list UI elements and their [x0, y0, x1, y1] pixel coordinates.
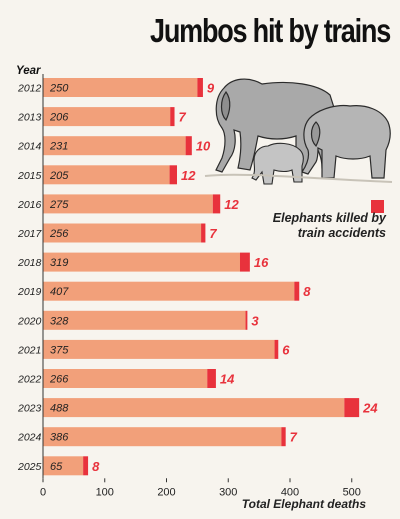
train-data-label: 24: [362, 401, 378, 416]
total-bar: [43, 252, 240, 272]
train-bar: [245, 310, 248, 330]
x-tick-label: 0: [40, 486, 46, 498]
train-bar: [83, 456, 89, 476]
year-tick-label: 2014: [17, 141, 42, 153]
train-bar: [201, 223, 206, 243]
total-data-label: 275: [49, 199, 69, 211]
total-data-label: 266: [49, 374, 69, 386]
year-tick-label: 2022: [17, 374, 42, 386]
total-bar: [43, 107, 171, 127]
total-bar: [43, 398, 345, 418]
train-data-label: 14: [220, 372, 235, 387]
elephant-herd-icon: [204, 78, 393, 185]
legend-swatch: [371, 200, 384, 213]
train-data-label: 3: [251, 313, 259, 328]
year-tick-label: 2024: [17, 432, 42, 444]
x-axis-label: Total Elephant deaths: [242, 497, 367, 511]
total-bar: [43, 78, 198, 97]
train-data-label: 7: [290, 430, 298, 445]
total-data-label: 407: [50, 286, 69, 298]
train-data-label: 7: [179, 110, 187, 125]
train-bar: [212, 194, 221, 214]
total-bar: [43, 369, 208, 388]
chart-title: Jumbos hit by trains: [150, 12, 391, 49]
train-bar: [169, 165, 177, 185]
total-bar: [43, 281, 295, 301]
year-tick-label: 2015: [17, 170, 42, 182]
train-data-label: 6: [282, 342, 290, 357]
train-bar: [294, 281, 300, 301]
total-data-label: 328: [50, 315, 69, 327]
train-data-label: 12: [181, 168, 196, 183]
total-data-label: 256: [49, 228, 69, 240]
train-bar: [207, 369, 216, 388]
total-bar: [43, 427, 282, 447]
total-data-label: 386: [50, 432, 69, 444]
total-data-label: 250: [49, 83, 69, 95]
total-bar: [43, 310, 246, 330]
total-bar: [43, 194, 213, 214]
train-bar: [185, 136, 192, 156]
train-data-label: 7: [209, 226, 217, 241]
year-tick-label: 2020: [17, 315, 42, 327]
total-data-label: 319: [50, 257, 68, 269]
year-tick-label: 2023: [17, 403, 42, 415]
year-tick-label: 2012: [17, 83, 42, 95]
total-data-label: 205: [49, 170, 69, 182]
total-data-label: 231: [49, 141, 68, 153]
train-bar: [197, 78, 203, 97]
train-data-label: 8: [303, 284, 311, 299]
total-data-label: 206: [49, 112, 69, 124]
train-bar: [281, 427, 286, 447]
train-data-label: 10: [196, 139, 211, 154]
year-tick-label: 2016: [17, 199, 42, 211]
x-tick-label: 300: [219, 486, 237, 498]
total-data-label: 375: [50, 344, 69, 356]
train-data-label: 8: [92, 459, 100, 474]
x-tick-label: 400: [281, 486, 299, 498]
year-tick-label: 2018: [17, 257, 42, 269]
x-tick-label: 200: [157, 486, 175, 498]
x-tick-label: 500: [343, 486, 361, 498]
year-tick-label: 2013: [17, 112, 42, 124]
train-bar: [344, 398, 360, 418]
train-bar: [170, 107, 175, 127]
total-bar: [43, 223, 202, 243]
total-data-label: 65: [50, 461, 63, 473]
train-data-label: 12: [224, 197, 239, 212]
y-axis-label: Year: [16, 65, 41, 77]
total-bar: [43, 136, 186, 156]
train-bar: [239, 252, 250, 272]
year-tick-label: 2017: [17, 228, 43, 240]
year-tick-label: 2021: [17, 344, 41, 356]
legend-label: Elephants killed by train accidents: [272, 211, 386, 240]
train-data-label: 9: [207, 81, 215, 96]
train-data-label: 16: [254, 255, 269, 270]
year-tick-label: 2019: [17, 286, 42, 298]
total-bar: [43, 456, 84, 476]
train-bar: [274, 339, 279, 359]
x-tick-label: 100: [96, 486, 114, 498]
year-tick-label: 2025: [17, 461, 42, 473]
total-bar: [43, 339, 275, 359]
total-data-label: 488: [50, 403, 69, 415]
total-bar: [43, 165, 170, 185]
